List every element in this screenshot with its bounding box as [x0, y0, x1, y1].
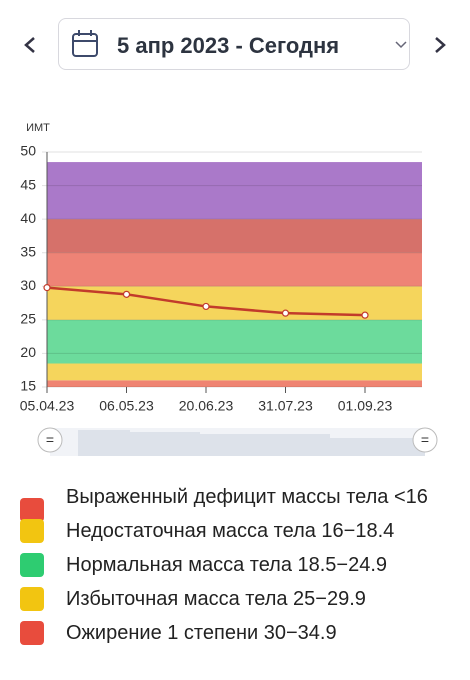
legend-label: Избыточная масса тела 25−29.9 [66, 588, 366, 610]
x-tick-label: 01.09.23 [338, 398, 393, 414]
band [47, 380, 422, 387]
legend-swatch [20, 587, 44, 611]
dropdown-icon [395, 41, 407, 49]
band [47, 162, 422, 220]
x-tick-label: 05.04.23 [20, 398, 75, 414]
svg-text:=: = [46, 432, 54, 448]
band [47, 319, 422, 364]
y-tick-label: 35 [20, 243, 36, 259]
legend-label: Недостаточная масса тела 16−18.4 [66, 520, 395, 542]
legend-swatch [20, 519, 44, 543]
legend-swatch [20, 498, 44, 522]
point [281, 309, 290, 317]
legend-swatch [20, 621, 44, 645]
legend-label: Нормальная масса тела 18.5−24.9 [66, 554, 388, 576]
y-tick-label: 30 [20, 277, 36, 293]
legend-item: Ожирение 1 степени 30−34.9 [0, 620, 470, 646]
legend-item: Выраженный дефицит массы тела <16 [0, 484, 470, 522]
point [122, 290, 131, 298]
legend-label: Ожирение 1 степени 30−34.9 [66, 622, 337, 644]
band [47, 219, 422, 253]
point [43, 284, 51, 292]
legend: Выраженный дефицит массы тела <16 Недоста… [0, 484, 470, 654]
legend-item: Нормальная масса тела 18.5−24.9 [0, 552, 470, 578]
chart: ИМТ = = 15 20 25 30 35 40 45 50 05.04.23 06.05.23… [20, 30, 446, 456]
y-tick-label: 20 [20, 344, 36, 360]
point [202, 302, 210, 311]
legend-label: Выраженный дефицит массы тела <16 [66, 486, 428, 508]
y-axis-label: ИМТ [26, 122, 50, 134]
point [361, 311, 369, 319]
y-tick-label: 40 [20, 210, 36, 226]
legend-item: Недостаточная масса тела 16−18.4 [0, 518, 470, 544]
x-tick-label: 20.06.23 [179, 398, 234, 414]
legend-item: Избыточная масса тела 25−29.9 [0, 586, 470, 612]
prev-button[interactable] [24, 37, 35, 53]
legend-swatch [20, 553, 44, 577]
y-tick-label: 15 [20, 378, 36, 394]
band [47, 252, 422, 287]
svg-text:=: = [421, 432, 429, 448]
date-picker[interactable]: 5 апр 2023 - Сегодня [58, 18, 410, 70]
navigator[interactable]: = = [37, 427, 438, 456]
y-tick-label: 45 [20, 176, 36, 192]
x-tick-label: 06.05.23 [99, 398, 154, 414]
x-tick-label: 31.07.23 [258, 398, 313, 414]
date-range: 5 апр 2023 - Сегодня [117, 33, 340, 58]
y-tick-label: 25 [20, 311, 36, 327]
next-button[interactable] [435, 37, 446, 53]
y-tick-label: 50 [20, 143, 36, 159]
band [47, 363, 422, 381]
calendar-icon [72, 30, 98, 57]
